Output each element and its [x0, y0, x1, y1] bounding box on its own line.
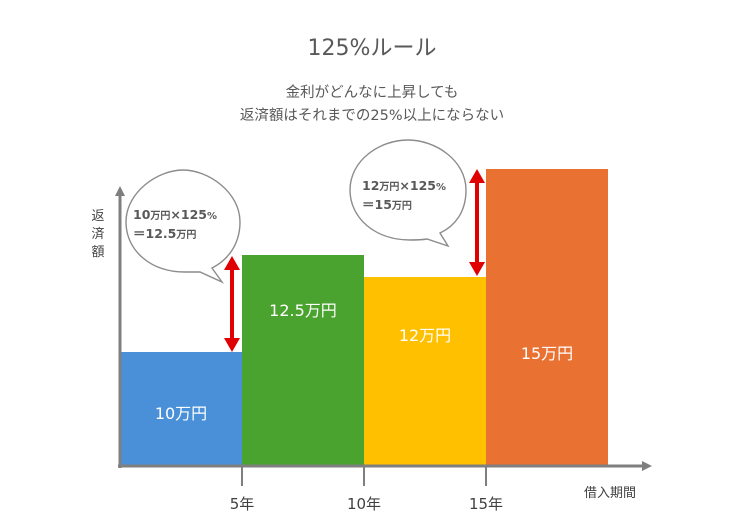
increase-arrow-2	[469, 169, 485, 276]
x-tick-label-5: 5年	[230, 495, 255, 513]
calc-bubble-1: 10万円×125% ＝12.5万円	[125, 169, 241, 284]
y-axis-label-char-1: 返	[91, 209, 104, 224]
calc-bubble-2: 12万円×125% ＝15万円	[349, 139, 467, 248]
x-tick-label-15: 15年	[469, 495, 503, 513]
subtitle-line-1: 金利がどんなに上昇しても	[286, 84, 459, 101]
bar-label-3: 12万円	[399, 326, 451, 345]
bar-label-1: 10万円	[155, 404, 207, 423]
subtitle-line-2: 返済額はそれまでの25%以上にならない	[240, 107, 504, 124]
y-axis-label-char-3: 額	[91, 245, 104, 260]
bar-period-2	[242, 255, 364, 466]
calc-bubble-1-line-2: ＝12.5万円	[133, 226, 196, 241]
x-axis-label: 借入期間	[584, 486, 636, 501]
bar-label-4: 15万円	[521, 344, 573, 363]
increase-arrow-1	[224, 256, 240, 352]
calc-bubble-1-line-1: 10万円×125%	[133, 207, 217, 222]
bar-period-3	[364, 277, 486, 466]
x-tick-label-10: 10年	[347, 495, 381, 513]
diagram-title: 125%ルール	[308, 36, 437, 61]
bar-label-2: 12.5万円	[269, 301, 337, 320]
bar-period-4	[486, 169, 608, 466]
calc-bubble-2-line-2: ＝15万円	[362, 197, 412, 212]
bar-period-1	[120, 352, 242, 466]
calc-bubble-2-line-1: 12万円×125%	[362, 178, 446, 193]
y-axis-label-char-2: 済	[91, 226, 104, 242]
